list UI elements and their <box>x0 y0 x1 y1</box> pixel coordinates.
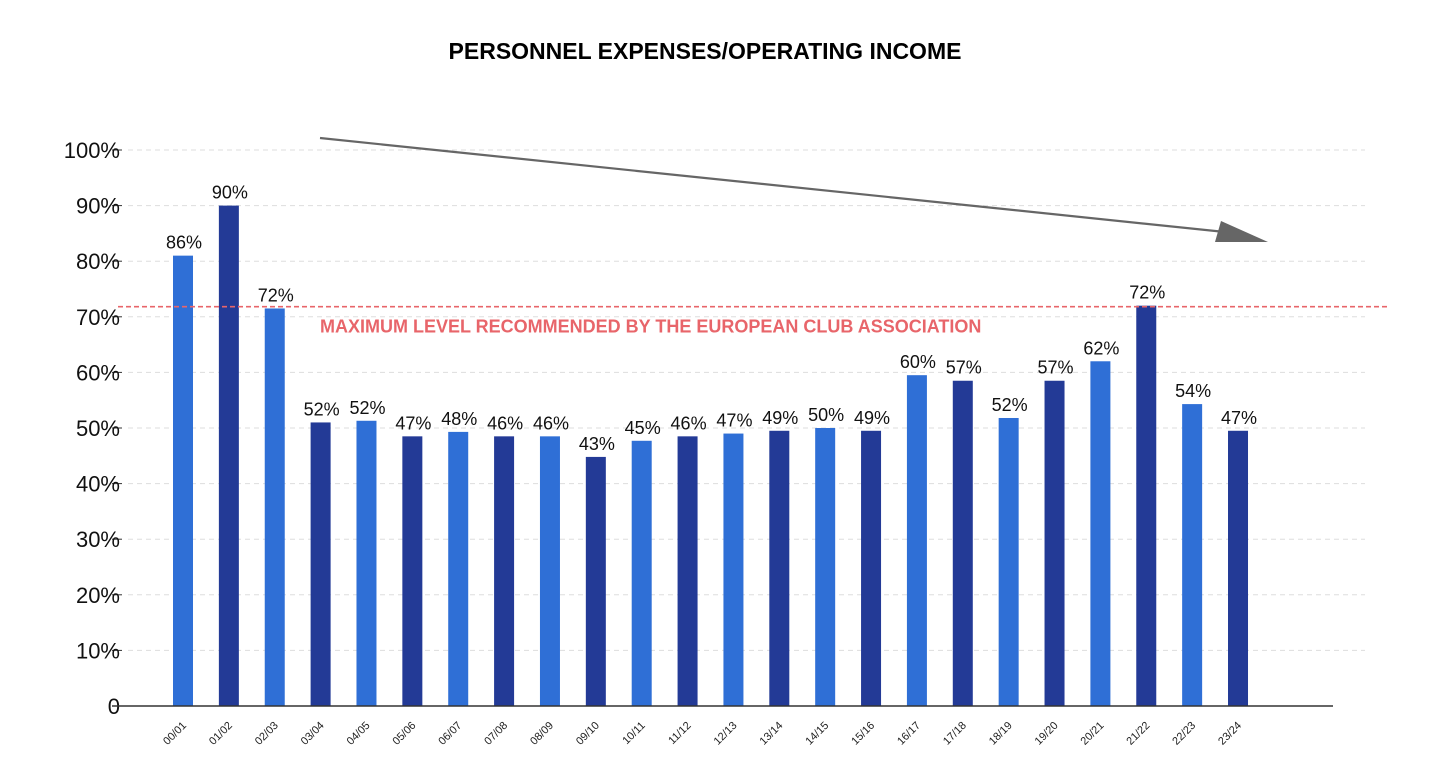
bar <box>1136 305 1157 706</box>
x-tick-label: 15/16 <box>849 720 877 748</box>
bar <box>1090 361 1111 706</box>
bar <box>218 205 239 706</box>
bar <box>998 417 1019 706</box>
data-label: 52% <box>349 398 385 418</box>
x-tick-label: 11/12 <box>666 720 693 747</box>
bar <box>631 440 652 706</box>
bar <box>585 456 606 706</box>
data-label: 47% <box>716 411 752 431</box>
trend-arrow-head <box>1215 221 1268 242</box>
x-tick-label: 01/02 <box>207 720 235 748</box>
gridlines <box>112 149 1365 707</box>
data-label: 48% <box>441 409 477 429</box>
x-tick-label: 13/14 <box>757 720 785 748</box>
data-label: 90% <box>212 183 248 203</box>
data-label: 47% <box>395 413 431 433</box>
bar <box>448 431 469 706</box>
x-tick-label: 10/11 <box>620 720 647 747</box>
y-tick-label: 60% <box>76 360 120 385</box>
y-tick-label: 100% <box>64 138 120 163</box>
data-label: 57% <box>946 358 982 378</box>
data-label: 47% <box>1221 408 1257 428</box>
x-tick-label: 02/03 <box>253 720 281 748</box>
x-tick-label: 14/15 <box>803 720 831 748</box>
data-label: 52% <box>304 399 340 419</box>
bar <box>952 380 973 706</box>
y-tick-label: 10% <box>76 638 120 663</box>
bar <box>173 255 193 706</box>
bar <box>1182 404 1203 706</box>
data-label: 86% <box>166 233 202 253</box>
bar <box>264 308 285 706</box>
data-label: 60% <box>900 352 936 372</box>
y-tick-label: 50% <box>76 416 120 441</box>
x-tick-label: 23/24 <box>1216 720 1244 748</box>
bar <box>539 436 560 706</box>
x-tick-label: 17/18 <box>941 720 969 748</box>
trend-arrow <box>319 136 1268 242</box>
x-axis-ticks: 00/01 01/02 02/03 03/04 04/05 05/06 06/07 07/08… <box>161 720 1244 748</box>
data-label: 46% <box>533 413 569 433</box>
bar <box>494 436 515 706</box>
x-tick-label: 07/08 <box>482 720 510 748</box>
data-label: 49% <box>762 408 798 428</box>
reference-line-label: MAXIMUM LEVEL RECOMMENDED BY THE EUROPEA… <box>320 317 981 337</box>
trend-arrow-shaft <box>319 136 1226 234</box>
data-label: 72% <box>1129 283 1165 303</box>
x-tick-label: 21/22 <box>1124 720 1152 748</box>
y-tick-label: 20% <box>76 583 120 608</box>
data-label: 49% <box>854 408 890 428</box>
data-label: 52% <box>992 395 1028 415</box>
x-tick-label: 09/10 <box>574 720 602 748</box>
y-tick-label: 70% <box>76 305 120 330</box>
x-tick-label: 18/19 <box>987 720 1015 748</box>
data-label: 43% <box>579 434 615 454</box>
bar <box>723 433 744 706</box>
data-labels: 86% 90% 72% 52% 52% 47% 48% 46% 46% 43% 45% 46% 47% 4… <box>166 183 1257 454</box>
bars <box>173 205 1249 706</box>
bar <box>861 430 882 706</box>
bar <box>310 422 331 706</box>
bar <box>356 420 377 706</box>
x-tick-label: 00/01 <box>161 720 189 748</box>
bar <box>1228 430 1249 706</box>
data-label: 46% <box>487 413 523 433</box>
x-tick-label: 05/06 <box>391 720 419 748</box>
x-tick-label: 08/09 <box>528 720 556 748</box>
x-tick-label: 22/23 <box>1170 720 1198 748</box>
bar <box>677 436 698 706</box>
data-label: 54% <box>1175 381 1211 401</box>
bar <box>906 375 927 706</box>
data-label: 72% <box>258 285 294 305</box>
x-tick-label: 04/05 <box>345 720 373 748</box>
data-label: 57% <box>1038 358 1074 378</box>
y-tick-label: 80% <box>76 249 120 274</box>
x-tick-label: 16/17 <box>895 720 923 748</box>
bar <box>769 430 790 706</box>
x-tick-label: 03/04 <box>299 720 327 748</box>
y-tick-label: 90% <box>76 194 120 219</box>
bar <box>402 436 423 706</box>
data-label: 45% <box>625 418 661 438</box>
bar <box>815 428 836 706</box>
data-label: 46% <box>671 413 707 433</box>
bar <box>1044 380 1065 706</box>
x-tick-label: 20/21 <box>1079 720 1107 748</box>
data-label: 62% <box>1083 338 1119 358</box>
y-tick-label: 30% <box>76 527 120 552</box>
y-tick-label: 40% <box>76 472 120 497</box>
x-tick-label: 06/07 <box>436 720 464 748</box>
reference-line-group: MAXIMUM LEVEL RECOMMENDED BY THE EUROPEA… <box>118 305 1388 337</box>
data-label: 50% <box>808 405 844 425</box>
y-axis-ticks: 010%20%30%40%50%60%70%80%90%100% <box>64 138 120 719</box>
x-tick-label: 19/20 <box>1033 720 1061 748</box>
chart-title: PERSONNEL EXPENSES/OPERATING INCOME <box>448 38 962 64</box>
x-tick-label: 12/13 <box>712 720 740 748</box>
